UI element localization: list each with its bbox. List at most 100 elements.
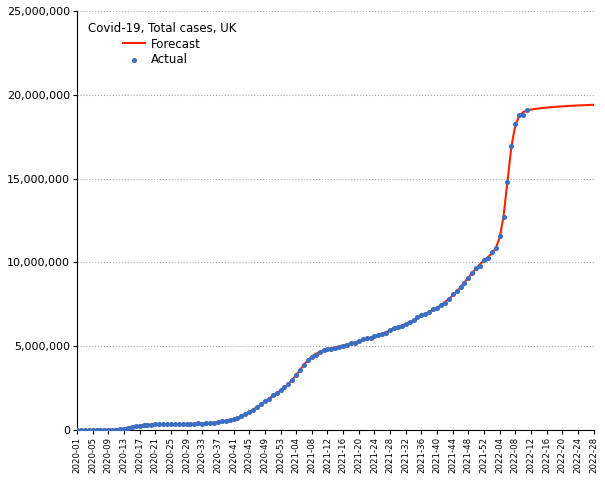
Actual: [240, 410, 250, 418]
Actual: [514, 111, 524, 119]
Legend: Forecast, Actual: Forecast, Actual: [83, 17, 241, 71]
Actual: [448, 290, 457, 298]
Actual: [197, 420, 207, 427]
Actual: [350, 339, 360, 347]
Actual: [460, 279, 469, 287]
Actual: [346, 339, 356, 347]
Actual: [174, 420, 183, 428]
Actual: [440, 299, 450, 307]
Actual: [483, 254, 492, 262]
Actual: [256, 400, 266, 408]
Actual: [487, 248, 497, 256]
Actual: [362, 334, 371, 342]
Actual: [463, 275, 473, 282]
Actual: [413, 313, 422, 321]
Actual: [295, 366, 305, 373]
Actual: [260, 397, 270, 405]
Actual: [284, 380, 293, 388]
Actual: [276, 386, 286, 394]
Actual: [123, 424, 132, 432]
Actual: [229, 415, 238, 423]
Actual: [264, 395, 273, 403]
Actual: [166, 420, 176, 428]
Actual: [428, 306, 438, 313]
Actual: [299, 361, 309, 369]
Actual: [338, 342, 348, 349]
Actual: [135, 422, 145, 430]
Actual: [315, 348, 324, 356]
Actual: [280, 384, 289, 391]
Actual: [108, 426, 117, 433]
Actual: [111, 426, 121, 433]
Actual: [201, 420, 211, 427]
Actual: [373, 331, 383, 338]
Actual: [436, 301, 446, 309]
Actual: [119, 425, 129, 432]
Actual: [143, 421, 152, 429]
Actual: [248, 406, 258, 414]
Actual: [330, 344, 340, 352]
Forecast: [109, 427, 116, 432]
Forecast: [571, 103, 578, 108]
Actual: [452, 287, 462, 295]
Actual: [154, 420, 164, 428]
Actual: [518, 111, 528, 119]
Actual: [307, 353, 316, 360]
Actual: [378, 330, 387, 337]
Actual: [96, 426, 105, 434]
Actual: [354, 337, 364, 345]
Actual: [342, 341, 352, 349]
Actual: [471, 264, 481, 272]
Actual: [511, 120, 520, 127]
Actual: [491, 244, 500, 252]
Actual: [115, 425, 125, 433]
Line: Forecast: Forecast: [77, 105, 594, 430]
Forecast: [414, 315, 421, 321]
Actual: [381, 329, 391, 337]
Actual: [131, 422, 140, 430]
Actual: [217, 418, 227, 425]
Actual: [389, 324, 399, 332]
Forecast: [558, 103, 566, 109]
Actual: [479, 256, 489, 264]
Actual: [178, 420, 188, 428]
Actual: [503, 178, 512, 186]
Actual: [409, 316, 419, 324]
Actual: [170, 420, 180, 428]
Forecast: [73, 427, 80, 433]
Actual: [186, 420, 195, 428]
Actual: [468, 269, 477, 276]
Actual: [252, 403, 262, 411]
Forecast: [398, 323, 405, 328]
Actual: [205, 419, 215, 427]
Actual: [327, 345, 336, 352]
Actual: [506, 142, 516, 150]
Actual: [385, 326, 395, 334]
Actual: [88, 426, 97, 434]
Actual: [209, 419, 219, 426]
Actual: [292, 372, 301, 379]
Actual: [365, 334, 375, 342]
Actual: [80, 426, 90, 434]
Actual: [420, 310, 430, 318]
Actual: [311, 351, 321, 359]
Actual: [84, 426, 94, 434]
Actual: [272, 389, 281, 397]
Actual: [495, 232, 505, 240]
Actual: [322, 346, 332, 353]
Actual: [103, 426, 113, 433]
Actual: [424, 308, 434, 316]
Actual: [221, 417, 231, 425]
Actual: [213, 419, 223, 426]
Actual: [287, 376, 297, 384]
Actual: [127, 423, 137, 431]
Actual: [405, 319, 414, 326]
Actual: [335, 343, 344, 351]
Actual: [237, 412, 246, 420]
Actual: [476, 262, 485, 270]
Actual: [92, 426, 102, 434]
Actual: [151, 420, 160, 428]
Actual: [397, 322, 407, 330]
Actual: [139, 421, 148, 429]
Actual: [76, 426, 86, 434]
